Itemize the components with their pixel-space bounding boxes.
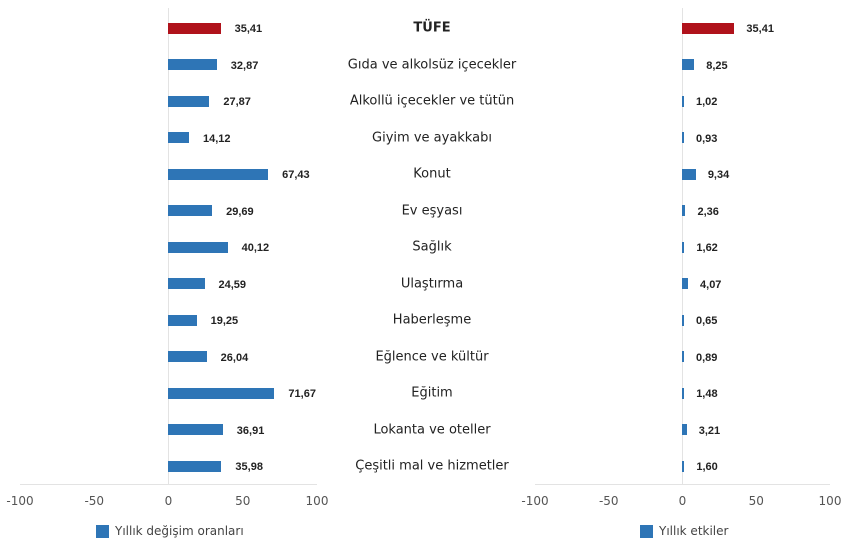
category-label: Ev eşyası bbox=[401, 203, 463, 218]
right-bar bbox=[682, 132, 684, 143]
right-bar bbox=[682, 314, 684, 326]
right-x-tick: -50 bbox=[598, 494, 619, 508]
category-label: Konut bbox=[413, 166, 451, 182]
right-value-label: 0,89 bbox=[696, 351, 718, 364]
right-legend: Yıllık etkiler bbox=[640, 524, 728, 538]
left-legend-label: Yıllık değişim oranları bbox=[115, 524, 244, 538]
left-x-axis bbox=[20, 484, 317, 485]
right-x-tick: 0 bbox=[678, 494, 687, 508]
category-label: Haberleşme bbox=[392, 312, 472, 328]
right-bar bbox=[682, 387, 685, 399]
left-value-label: 29,69 bbox=[226, 205, 254, 218]
left-value-label: 40,12 bbox=[241, 242, 270, 254]
right-value-label: 9,34 bbox=[707, 169, 730, 181]
right-legend-label: Yıllık etkiler bbox=[659, 524, 729, 538]
right-value-label: 35,41 bbox=[746, 23, 774, 35]
right-bar bbox=[682, 351, 684, 362]
left-legend: Yıllık değişim oranları bbox=[96, 524, 244, 538]
left-bar bbox=[168, 424, 223, 435]
left-bar bbox=[168, 59, 217, 70]
left-bar bbox=[168, 460, 222, 472]
right-x-tick: 100 bbox=[818, 494, 842, 508]
left-bar bbox=[168, 205, 213, 216]
left-x-tick: 100 bbox=[305, 494, 329, 508]
left-x-tick: 50 bbox=[235, 494, 251, 508]
right-bar bbox=[682, 95, 684, 107]
category-label: Sağlık bbox=[412, 239, 452, 255]
category-label: Alkollü içecekler ve tütün bbox=[349, 93, 515, 109]
category-label: Gıda ve alkolsüz içecekler bbox=[347, 57, 517, 72]
left-bar bbox=[168, 387, 275, 399]
left-bar bbox=[168, 132, 189, 143]
category-label: Çeşitli mal ve hizmetler bbox=[355, 458, 509, 474]
left-value-label: 35,98 bbox=[235, 461, 263, 473]
right-value-label: 1,60 bbox=[696, 461, 718, 473]
right-bar bbox=[682, 22, 735, 34]
right-bar bbox=[682, 59, 695, 70]
right-value-label: 1,48 bbox=[696, 388, 718, 400]
left-bar bbox=[168, 168, 269, 180]
left-x-tick: -50 bbox=[84, 494, 105, 508]
category-label: Lokanta ve oteller bbox=[373, 422, 491, 437]
category-label: Ulaştırma bbox=[400, 276, 464, 291]
right-value-label: 4,07 bbox=[700, 278, 722, 291]
right-value-label: 2,36 bbox=[697, 205, 719, 218]
right-bar bbox=[682, 205, 686, 216]
right-value-label: 0,93 bbox=[696, 132, 718, 145]
category-label: Giyim ve ayakkabı bbox=[372, 130, 492, 145]
left-value-label: 14,12 bbox=[202, 132, 231, 145]
right-x-axis bbox=[535, 484, 830, 485]
right-x-tick: -100 bbox=[521, 494, 549, 508]
left-bar bbox=[168, 241, 228, 253]
left-bar bbox=[168, 351, 207, 362]
right-x-tick: 50 bbox=[748, 494, 764, 508]
right-bar bbox=[682, 168, 696, 180]
right-bar bbox=[682, 278, 689, 289]
left-value-label: 27,87 bbox=[223, 96, 251, 108]
left-bar bbox=[168, 95, 210, 107]
left-value-label: 19,25 bbox=[210, 315, 239, 327]
left-bar bbox=[168, 278, 205, 289]
category-label: Eğlence ve kültür bbox=[375, 349, 489, 364]
category-label: TÜFE bbox=[413, 20, 451, 36]
left-x-tick: 0 bbox=[164, 494, 173, 508]
left-value-label: 36,91 bbox=[236, 424, 265, 437]
right-value-label: 1,02 bbox=[696, 96, 718, 108]
left-value-label: 71,67 bbox=[288, 388, 316, 400]
right-value-label: 1,62 bbox=[696, 242, 718, 254]
left-x-tick: -100 bbox=[6, 494, 34, 508]
left-bar bbox=[168, 22, 221, 34]
left-bar bbox=[168, 314, 197, 326]
right-bar bbox=[682, 424, 687, 435]
left-value-label: 35,41 bbox=[234, 23, 263, 35]
right-value-label: 8,25 bbox=[706, 59, 728, 72]
left-value-label: 24,59 bbox=[218, 278, 247, 291]
right-bar bbox=[682, 241, 685, 253]
right-value-label: 3,21 bbox=[698, 424, 721, 437]
left-value-label: 32,87 bbox=[230, 59, 259, 72]
right-value-label: 0,65 bbox=[696, 315, 718, 327]
right-bar bbox=[682, 460, 685, 472]
right-legend-swatch bbox=[640, 524, 653, 538]
category-label: Eğitim bbox=[411, 385, 453, 401]
left-value-label: 67,43 bbox=[282, 169, 310, 181]
left-value-label: 26,04 bbox=[220, 351, 249, 364]
left-legend-swatch bbox=[96, 524, 109, 538]
